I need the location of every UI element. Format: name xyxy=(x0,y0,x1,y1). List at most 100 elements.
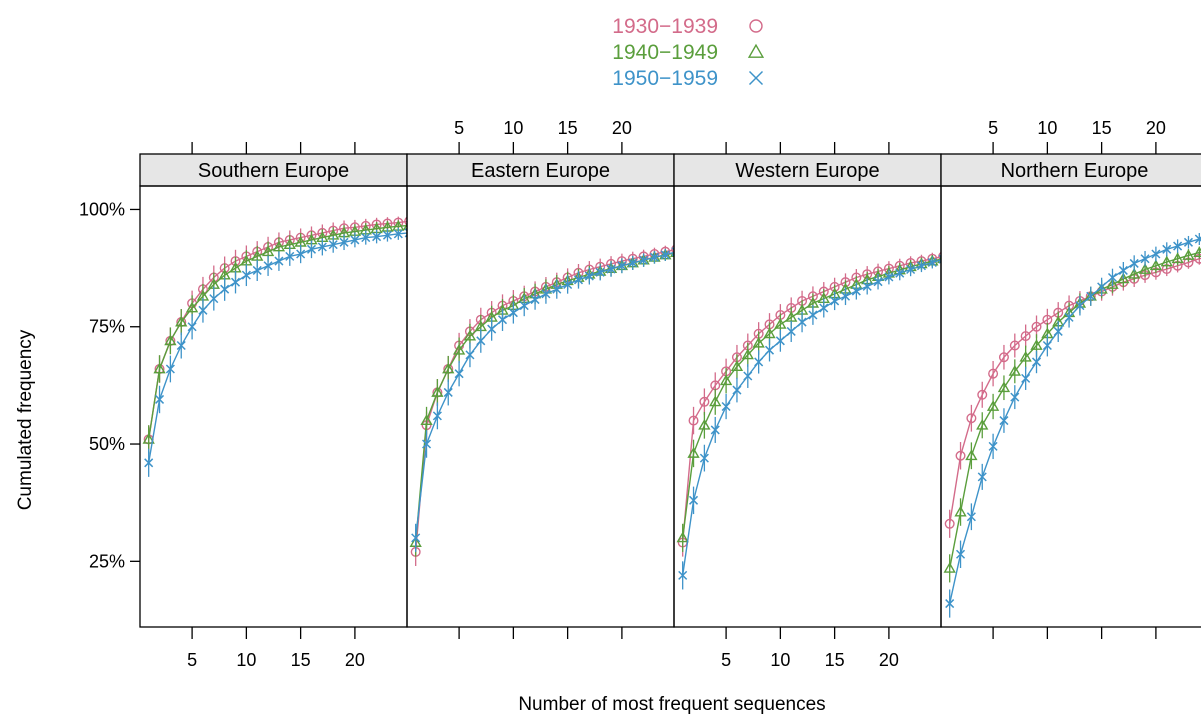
data-point xyxy=(1031,357,1042,367)
data-point xyxy=(1182,249,1195,260)
data-point xyxy=(943,562,956,573)
data-point xyxy=(393,229,403,239)
data-point xyxy=(945,599,955,609)
data-point xyxy=(144,458,154,468)
data-point xyxy=(452,343,466,355)
data-point xyxy=(1075,301,1085,311)
panel-plot-area xyxy=(142,216,407,477)
data-point xyxy=(411,533,421,543)
panel-plot-area xyxy=(943,233,1201,618)
data-point xyxy=(164,334,177,346)
data-point xyxy=(884,272,894,282)
data-point xyxy=(350,235,360,245)
data-point xyxy=(1106,278,1119,289)
x-tick-label: 20 xyxy=(1146,118,1166,138)
data-point xyxy=(977,389,988,400)
y-tick-label: 50% xyxy=(89,434,125,454)
x-tick-label: 20 xyxy=(879,650,899,670)
data-point xyxy=(1030,339,1043,350)
data-point xyxy=(285,251,295,261)
x-tick-label: 15 xyxy=(1092,118,1112,138)
data-point xyxy=(261,245,275,257)
data-point xyxy=(252,265,262,275)
data-point xyxy=(563,279,573,290)
panel-title: Western Europe xyxy=(735,160,879,182)
series xyxy=(945,233,1201,618)
x-tick-label: 20 xyxy=(612,118,632,138)
data-point xyxy=(1107,272,1118,283)
data-point xyxy=(339,237,349,247)
data-point xyxy=(617,261,627,271)
data-point xyxy=(263,261,273,271)
y-tick-label: 75% xyxy=(89,317,125,337)
data-point xyxy=(966,413,977,424)
legend-triangle-icon xyxy=(747,43,765,58)
data-point xyxy=(1053,326,1063,336)
data-point xyxy=(1162,244,1172,254)
data-point xyxy=(955,450,966,461)
series xyxy=(678,254,941,590)
x-tick-label: 10 xyxy=(236,650,256,670)
data-point xyxy=(1128,267,1141,279)
x-tick-label: 5 xyxy=(988,118,998,138)
data-point xyxy=(165,364,175,374)
series-line xyxy=(948,237,1201,604)
data-point xyxy=(175,315,188,327)
series xyxy=(144,227,407,477)
panel-strip xyxy=(139,153,408,187)
series xyxy=(411,247,674,552)
data-point xyxy=(986,400,1000,411)
x-tick-label: 5 xyxy=(187,650,197,670)
data-point xyxy=(1173,241,1183,251)
data-point xyxy=(1010,392,1020,402)
data-point xyxy=(999,416,1009,426)
x-tick-label: 20 xyxy=(345,650,365,670)
data-point xyxy=(698,418,711,430)
data-point xyxy=(916,261,926,271)
series xyxy=(943,246,1201,583)
data-point xyxy=(463,329,477,341)
data-point xyxy=(541,289,551,299)
data-point xyxy=(454,369,464,379)
series xyxy=(676,254,941,552)
data-point xyxy=(230,277,241,287)
panel-title: Northern Europe xyxy=(1001,160,1149,182)
data-point xyxy=(851,286,861,296)
data-point xyxy=(956,549,966,559)
data-point xyxy=(1183,237,1193,247)
data-point xyxy=(1009,340,1020,351)
data-point xyxy=(1194,234,1201,244)
data-point xyxy=(487,324,497,334)
data-point xyxy=(1129,258,1139,268)
x-tick-label: 10 xyxy=(770,650,790,670)
panel-strip xyxy=(673,153,942,187)
data-point xyxy=(606,264,616,274)
legend-cross-icon xyxy=(748,70,764,86)
data-point xyxy=(752,336,765,348)
data-point xyxy=(306,244,317,254)
data-point xyxy=(241,270,251,280)
data-point xyxy=(1031,321,1042,332)
data-point xyxy=(1008,364,1021,376)
data-point xyxy=(678,570,688,580)
data-point xyxy=(927,257,937,268)
data-point xyxy=(938,251,941,261)
data-point xyxy=(328,240,338,250)
y-tick-label: 100% xyxy=(79,199,125,219)
x-tick-label: 5 xyxy=(721,650,731,670)
panel-strip xyxy=(406,153,675,187)
data-point xyxy=(709,395,722,407)
data-point xyxy=(508,308,518,318)
data-point xyxy=(840,291,851,301)
data-point xyxy=(763,327,776,339)
data-point xyxy=(775,336,785,346)
data-point xyxy=(743,371,753,381)
x-tick-label: 15 xyxy=(291,650,311,670)
data-point xyxy=(689,495,699,505)
panel-title: Eastern Europe xyxy=(471,160,610,182)
data-point xyxy=(1193,246,1201,258)
data-point xyxy=(497,315,508,325)
data-point xyxy=(573,275,584,285)
panel-frame xyxy=(406,185,675,628)
